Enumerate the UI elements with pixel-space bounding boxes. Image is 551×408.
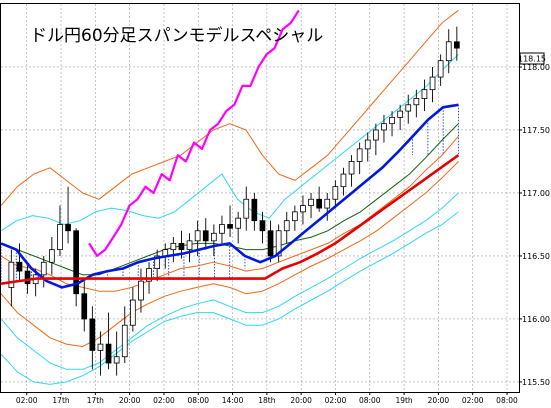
candle-body <box>57 224 63 251</box>
candle-body <box>356 148 363 162</box>
line-layer <box>0 9 460 289</box>
candle-body <box>300 205 306 213</box>
candle-body <box>235 217 242 229</box>
lower-outer-band-1 <box>0 192 459 370</box>
candle-body <box>283 220 290 232</box>
candle-body <box>405 104 412 112</box>
candle-body <box>113 356 120 364</box>
candle-body <box>202 230 209 242</box>
y-axis: 118.00 117.50 117.00 116.50 116.00 115.50 <box>519 63 550 387</box>
candle-body <box>73 230 80 295</box>
current-price-label: 118.15 <box>518 55 546 64</box>
band-layer <box>0 9 459 385</box>
x-tick-label: 02:00 <box>462 396 484 405</box>
x-tick-label: 17th <box>52 396 69 405</box>
x-tick-label: 20:00 <box>290 396 312 405</box>
candle-body <box>332 186 339 200</box>
candle-body <box>381 123 387 131</box>
candle-body <box>259 220 266 232</box>
span-blue-line <box>0 103 459 289</box>
candle-body <box>8 261 15 288</box>
x-tick-label: 08:00 <box>496 396 518 405</box>
candle-body <box>267 230 274 257</box>
y-tick-label: 116.00 <box>522 315 550 324</box>
candle-body <box>146 268 152 282</box>
y-tick-label: 117.00 <box>522 189 550 198</box>
candle-body <box>324 198 331 209</box>
x-axis: 02:00 17th 17th 20:00 02:00 08:00 14:00 18th 20:… <box>16 392 518 405</box>
x-tick-label: 08:00 <box>187 396 209 405</box>
candle-body <box>316 198 322 209</box>
candle-body <box>121 324 128 358</box>
candle-body <box>348 161 355 175</box>
candle-body <box>138 280 144 301</box>
x-tick-label: 02:00 <box>153 396 175 405</box>
x-tick-label: 17th <box>87 396 104 405</box>
candle-body <box>291 211 298 222</box>
x-tick-label: 20:00 <box>428 396 450 405</box>
y-tick-label: 118.00 <box>522 63 550 72</box>
x-tick-label: 02:00 <box>325 396 347 405</box>
candle-body <box>16 261 23 272</box>
candle-body <box>413 98 420 106</box>
upper-inner-band <box>0 9 459 206</box>
candle-body <box>389 116 395 125</box>
candle-body <box>437 60 444 78</box>
chart-title: ドル円60分足スパンモデルスペシャル <box>30 25 323 46</box>
y-tick-label: 115.50 <box>522 378 550 387</box>
x-tick-label: 19th <box>395 396 412 405</box>
x-tick-label: 14:00 <box>222 396 244 405</box>
grid-layer <box>1 4 519 392</box>
candle-body <box>445 41 452 62</box>
candle-body <box>194 230 201 242</box>
delayed-price-line <box>88 9 300 257</box>
candle-body <box>97 343 104 351</box>
candle-body <box>421 89 428 99</box>
y-tick-label: 116.50 <box>522 252 550 261</box>
candle-body <box>275 230 282 257</box>
candle-body <box>154 255 161 269</box>
candle-body <box>340 173 347 188</box>
lower-inner-band-2 <box>0 161 459 348</box>
candle-body <box>40 261 47 276</box>
candle-body <box>397 110 403 118</box>
x-tick-label: 02:00 <box>16 396 38 405</box>
candle-body <box>89 318 96 351</box>
candle-body <box>130 299 136 326</box>
candle-body <box>429 76 436 91</box>
candle-layer <box>8 26 460 376</box>
candle-body <box>81 293 88 320</box>
candle-body <box>372 129 379 141</box>
candle-body <box>227 224 233 229</box>
span-red-line <box>0 154 460 285</box>
candle-body <box>453 41 460 49</box>
candle-body <box>186 240 193 251</box>
candle-body <box>308 198 314 206</box>
candle-body <box>105 343 112 364</box>
x-tick-label: 08:00 <box>359 396 381 405</box>
candle-body <box>211 232 217 242</box>
current-price-marker: 118.15 <box>518 52 546 65</box>
candle-body <box>49 249 55 263</box>
plot-frame <box>0 3 520 393</box>
x-tick-label: 18th <box>258 396 275 405</box>
candle-body <box>65 224 71 232</box>
upper-outer-band <box>0 54 459 232</box>
candle-body <box>251 198 258 222</box>
current-price-box <box>519 52 545 65</box>
candle-body <box>170 242 177 251</box>
x-tick-label: 20:00 <box>119 396 141 405</box>
candle-body <box>24 270 31 285</box>
y-tick-label: 117.50 <box>522 126 550 135</box>
candle-body <box>178 242 185 251</box>
candle-body <box>219 224 225 234</box>
candle-body <box>364 139 371 150</box>
candle-body <box>243 198 250 219</box>
lower-outer-band-2 <box>0 211 459 385</box>
